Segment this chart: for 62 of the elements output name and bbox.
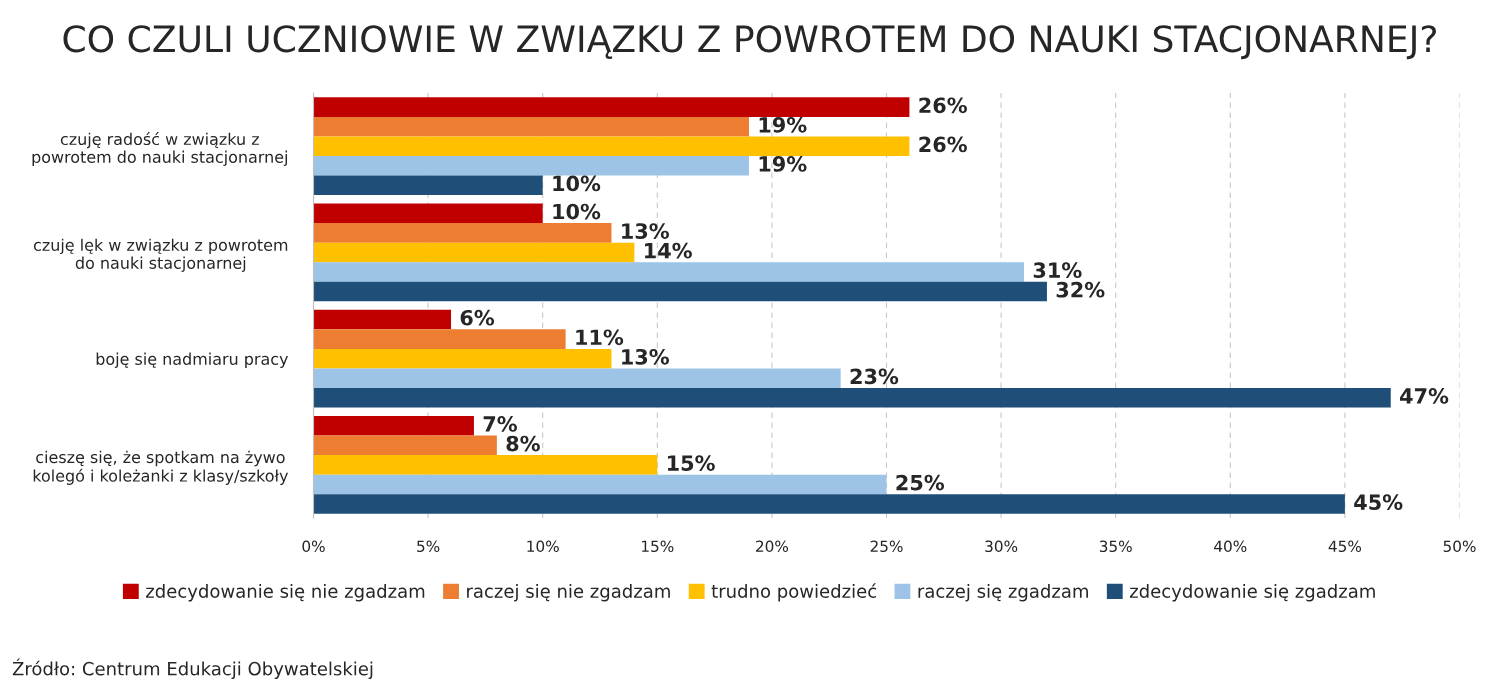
bar (313, 348, 612, 369)
x-tick-label: 25% (870, 540, 903, 553)
x-tick-label: 15% (642, 540, 674, 553)
bar (313, 136, 910, 156)
bar (313, 387, 1391, 408)
bar (313, 455, 658, 475)
bar (313, 329, 566, 349)
x-tick-label: 0% (302, 540, 325, 553)
y-tick-label: czuję radość w związku z powrotem do nauki stacjonarnej (32, 132, 287, 167)
data-label: 13% (622, 348, 669, 365)
data-label: 31% (1033, 262, 1082, 279)
bar (313, 175, 543, 196)
data-label: 15% (667, 455, 715, 471)
data-label: 8% (506, 435, 540, 452)
x-tick-label: 5% (417, 540, 440, 553)
bar (313, 223, 612, 243)
bar (313, 155, 749, 176)
data-label: 6% (460, 309, 495, 326)
data-label: 13% (622, 223, 669, 239)
bar (313, 494, 1345, 514)
data-label: 7% (483, 416, 517, 432)
legend-label: raczej się nie zgadzam (467, 583, 670, 602)
bar (313, 435, 497, 456)
bar (313, 116, 749, 137)
bar (313, 262, 1025, 282)
data-label: 26% (919, 136, 967, 153)
bar (313, 242, 635, 263)
data-label: 23% (850, 368, 899, 385)
bar (313, 203, 543, 224)
data-label: 26% (919, 97, 967, 114)
text: Źródło: Centrum Edukacji Obywatelskiej (12, 658, 373, 679)
bar (313, 416, 474, 436)
x-tick-label: 10% (527, 540, 559, 553)
bar (313, 368, 841, 388)
legend-label: raczej się zgadzam (918, 583, 1088, 602)
bar (313, 309, 452, 330)
x-tick-label: 50% (1443, 540, 1476, 553)
data-label: 25% (896, 474, 945, 491)
bar (313, 97, 910, 117)
data-label: 19% (759, 156, 807, 172)
data-label: 45% (1354, 494, 1403, 511)
legend-label: zdecydowanie się nie zgadzam (146, 583, 425, 602)
x-tick-label: 35% (1099, 540, 1132, 553)
x-tick-label: 40% (1214, 540, 1247, 553)
data-label: 47% (1400, 388, 1449, 404)
data-label: 32% (1056, 281, 1105, 298)
bar (313, 281, 1047, 302)
bar (313, 474, 887, 495)
x-tick-label: 30% (985, 540, 1018, 553)
legend-label: zdecydowanie się zgadzam (1129, 583, 1375, 602)
data-label: 19% (759, 116, 807, 133)
data-label: 10% (553, 203, 601, 220)
data-label: 11% (576, 329, 624, 346)
y-tick-label: czuję lęk w związku z powrotem do nauki stacjonarnej (33, 238, 288, 272)
chart-title: CO CZULI UCZNIOWIE W ZWIĄZKU Z POWROTEM DO NAUKI STACJONARNEJ? (63, 25, 1436, 60)
y-tick-label: cieszę się, że spotkam na żywo kolegó i koleżanki z klasy/szkoły (33, 450, 289, 485)
data-label: 10% (553, 175, 601, 192)
data-label: 14% (645, 242, 692, 259)
legend-label: trudno powiedzieć (711, 583, 877, 602)
x-tick-label: 20% (756, 540, 789, 553)
x-tick-label: 45% (1328, 540, 1362, 553)
y-tick-label: boję się nadmiaru pracy (96, 352, 289, 369)
